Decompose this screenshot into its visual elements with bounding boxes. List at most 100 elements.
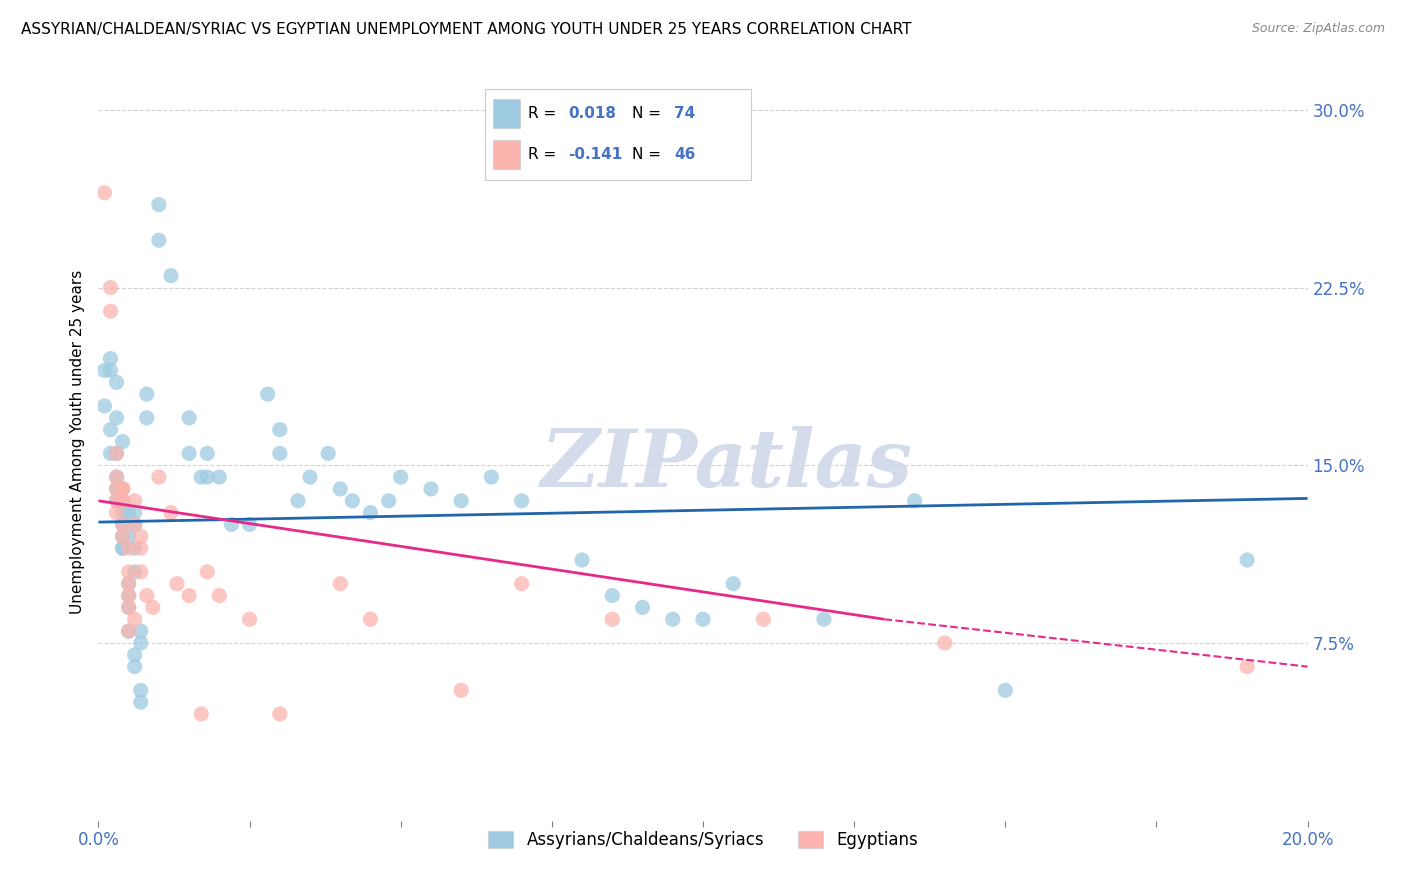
Point: [129, 636, 152, 650]
Legend: Assyrians/Chaldeans/Syriacs, Egyptians: Assyrians/Chaldeans/Syriacs, Egyptians: [479, 823, 927, 858]
Point: [124, 517, 146, 532]
Point: [111, 482, 134, 496]
Point: [934, 636, 956, 650]
Point: [111, 517, 134, 532]
Point: [111, 434, 134, 449]
Point: [208, 589, 231, 603]
Point: [111, 482, 134, 496]
Point: [111, 541, 134, 556]
Text: ASSYRIAN/CHALDEAN/SYRIAC VS EGYPTIAN UNEMPLOYMENT AMONG YOUTH UNDER 25 YEARS COR: ASSYRIAN/CHALDEAN/SYRIAC VS EGYPTIAN UNE…: [21, 22, 911, 37]
Point: [105, 493, 128, 508]
Point: [661, 612, 683, 626]
Point: [329, 482, 352, 496]
Point: [256, 387, 278, 401]
Point: [360, 612, 382, 626]
Point: [148, 197, 170, 211]
Point: [100, 280, 122, 294]
Point: [124, 612, 146, 626]
Point: [723, 576, 745, 591]
Point: [105, 376, 128, 390]
Point: [100, 304, 122, 318]
Point: [111, 493, 134, 508]
Point: [124, 493, 146, 508]
Point: [118, 624, 141, 639]
Point: [93, 186, 115, 200]
Point: [377, 493, 399, 508]
Point: [129, 695, 152, 709]
Point: [105, 493, 128, 508]
Point: [105, 446, 128, 460]
Point: [129, 683, 152, 698]
Point: [118, 565, 141, 579]
Point: [105, 482, 128, 496]
Point: [481, 470, 503, 484]
Point: [450, 493, 472, 508]
Point: [111, 482, 134, 496]
Point: [129, 565, 152, 579]
Point: [111, 506, 134, 520]
Point: [195, 565, 218, 579]
Point: [752, 612, 775, 626]
Point: [571, 553, 593, 567]
Point: [195, 470, 218, 484]
Point: [316, 446, 339, 460]
Point: [118, 506, 141, 520]
Point: [118, 624, 141, 639]
Point: [360, 506, 382, 520]
Point: [105, 410, 128, 425]
Point: [111, 517, 134, 532]
Point: [105, 482, 128, 496]
Point: [602, 612, 624, 626]
Point: [208, 470, 231, 484]
Point: [190, 706, 212, 721]
Point: [105, 506, 128, 520]
Point: [148, 233, 170, 247]
Point: [994, 683, 1017, 698]
Point: [190, 470, 212, 484]
Point: [179, 446, 201, 460]
Point: [111, 529, 134, 543]
Point: [420, 482, 443, 496]
Point: [269, 423, 291, 437]
Point: [118, 529, 141, 543]
Point: [100, 351, 122, 366]
Point: [111, 482, 134, 496]
Point: [510, 576, 533, 591]
Point: [135, 589, 157, 603]
Point: [142, 600, 165, 615]
Point: [239, 612, 262, 626]
Point: [100, 363, 122, 377]
Text: ZIPatlas: ZIPatlas: [541, 425, 914, 503]
Point: [239, 517, 262, 532]
Point: [105, 470, 128, 484]
Point: [299, 470, 322, 484]
Point: [129, 541, 152, 556]
Point: [118, 600, 141, 615]
Point: [93, 399, 115, 413]
Point: [602, 589, 624, 603]
Point: [124, 659, 146, 673]
Point: [124, 506, 146, 520]
Point: [195, 446, 218, 460]
Point: [118, 576, 141, 591]
Point: [221, 517, 243, 532]
Point: [135, 387, 157, 401]
Text: Source: ZipAtlas.com: Source: ZipAtlas.com: [1251, 22, 1385, 36]
Point: [118, 541, 141, 556]
Point: [329, 576, 352, 591]
Point: [269, 706, 291, 721]
Point: [118, 576, 141, 591]
Point: [1236, 659, 1258, 673]
Point: [904, 493, 927, 508]
Point: [389, 470, 412, 484]
Point: [124, 517, 146, 532]
Point: [692, 612, 714, 626]
Point: [813, 612, 835, 626]
Point: [1236, 553, 1258, 567]
Point: [269, 446, 291, 460]
Point: [124, 648, 146, 662]
Point: [111, 529, 134, 543]
Point: [287, 493, 309, 508]
Point: [124, 541, 146, 556]
Point: [166, 576, 188, 591]
